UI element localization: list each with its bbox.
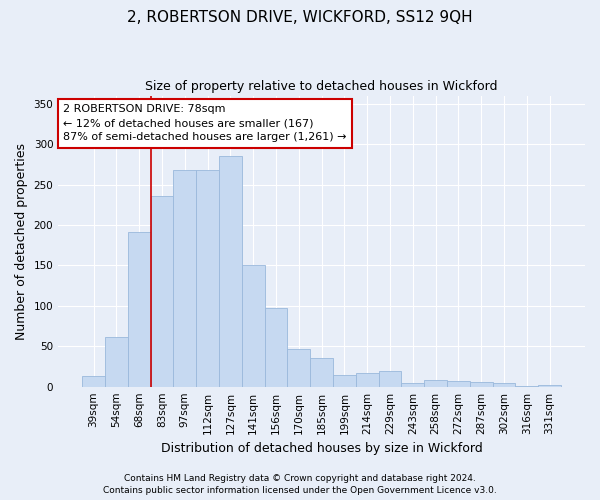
Bar: [424, 380, 447, 386]
Bar: [356, 373, 379, 386]
Bar: [493, 382, 515, 386]
Bar: [447, 381, 470, 386]
Bar: [242, 266, 265, 386]
Bar: [538, 385, 561, 386]
Bar: [173, 170, 196, 386]
Bar: [128, 232, 151, 386]
Text: 2 ROBERTSON DRIVE: 78sqm
← 12% of detached houses are smaller (167)
87% of semi-: 2 ROBERTSON DRIVE: 78sqm ← 12% of detach…: [64, 104, 347, 142]
Bar: [82, 376, 105, 386]
Text: Contains HM Land Registry data © Crown copyright and database right 2024.
Contai: Contains HM Land Registry data © Crown c…: [103, 474, 497, 495]
Bar: [105, 336, 128, 386]
Bar: [219, 156, 242, 386]
Bar: [310, 358, 333, 386]
Y-axis label: Number of detached properties: Number of detached properties: [15, 142, 28, 340]
Title: Size of property relative to detached houses in Wickford: Size of property relative to detached ho…: [145, 80, 498, 93]
X-axis label: Distribution of detached houses by size in Wickford: Distribution of detached houses by size …: [161, 442, 482, 455]
Bar: [196, 170, 219, 386]
Bar: [470, 382, 493, 386]
Bar: [401, 384, 424, 386]
Bar: [265, 308, 287, 386]
Text: 2, ROBERTSON DRIVE, WICKFORD, SS12 9QH: 2, ROBERTSON DRIVE, WICKFORD, SS12 9QH: [127, 10, 473, 25]
Bar: [333, 374, 356, 386]
Bar: [287, 348, 310, 387]
Bar: [151, 196, 173, 386]
Bar: [379, 372, 401, 386]
